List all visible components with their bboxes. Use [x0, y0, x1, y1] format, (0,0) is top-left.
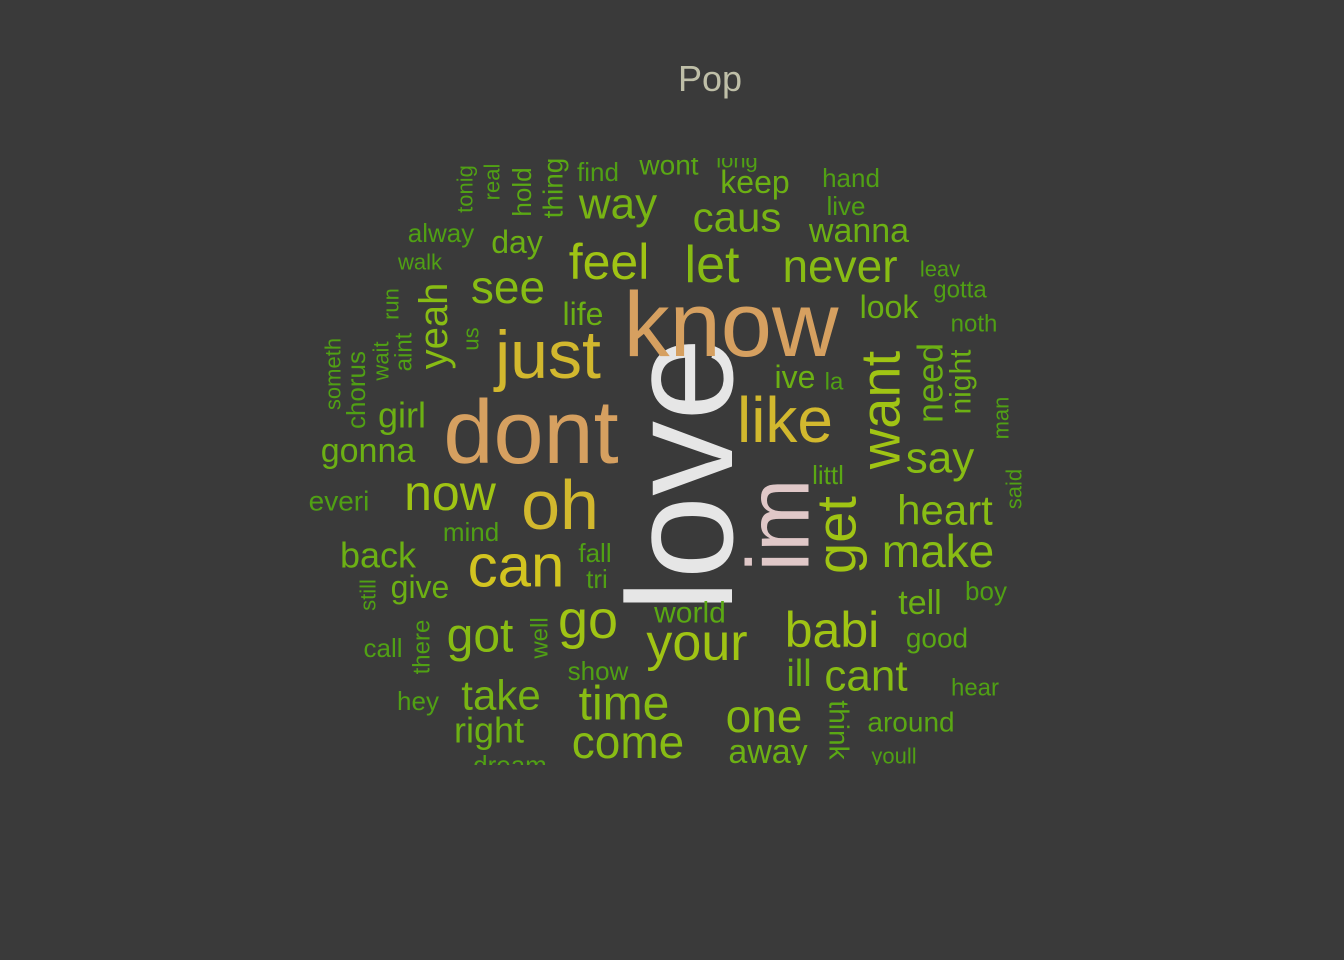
word-real: real [480, 164, 505, 201]
word-walk: walk [397, 250, 443, 275]
word-tell: tell [898, 584, 941, 622]
word-youll: youll [871, 744, 916, 769]
word-never: never [782, 240, 897, 292]
word-away: away [728, 733, 807, 771]
word-yeah: yeah [412, 283, 456, 370]
word-call: call [363, 633, 402, 663]
chart-title: Pop [677, 58, 743, 99]
word-aint: aint [391, 332, 418, 371]
word-oh: oh [521, 466, 599, 544]
word-still: still [356, 579, 381, 611]
word-fall: fall [578, 538, 611, 568]
word-time: time [579, 678, 670, 731]
word-say: say [906, 434, 974, 483]
word-hey: hey [397, 686, 439, 716]
word-world: world [653, 597, 726, 630]
word-dream: dream [473, 750, 547, 780]
word-night: night [945, 349, 978, 415]
word-gotta: gotta [933, 277, 987, 304]
word-love: love [596, 337, 764, 612]
word-everi: everi [309, 486, 370, 517]
word-know: know [624, 274, 839, 376]
word-let: let [685, 236, 740, 294]
word-tonig: tonig [453, 165, 478, 213]
word-around: around [867, 707, 954, 738]
word-show: show [568, 656, 629, 686]
word-back: back [340, 535, 417, 576]
word-take: take [461, 672, 540, 719]
word-someth: someth [321, 338, 346, 410]
word-find: find [577, 157, 619, 187]
word-gonna: gonna [321, 432, 416, 470]
word-ive: ive [775, 359, 816, 395]
word-go: go [558, 590, 618, 650]
word-ill: ill [786, 653, 811, 695]
word-day: day [491, 224, 543, 260]
word-way: way [578, 180, 657, 229]
word-la: la [825, 369, 844, 396]
word-one: one [726, 690, 803, 742]
word-get: get [805, 496, 868, 574]
word-wait: wait [369, 341, 394, 381]
word-want: want [849, 350, 912, 470]
word-live: live [826, 191, 865, 221]
word-leav: leav [920, 257, 960, 282]
word-said: said [1002, 469, 1027, 509]
word-tri: tri [586, 564, 608, 594]
word-long: long [716, 148, 758, 173]
word-feel: feel [569, 234, 650, 290]
word-littl: littl [812, 460, 844, 490]
word-look: look [860, 289, 920, 325]
word-keep: keep [720, 164, 789, 200]
word-chorus: chorus [341, 351, 371, 429]
word-there: there [409, 620, 436, 675]
word-us: us [459, 327, 484, 350]
word-wont: wont [638, 150, 698, 181]
word-now: now [404, 465, 497, 521]
word-hear: hear [951, 675, 999, 702]
word-caus: caus [693, 194, 782, 241]
word-just: just [493, 317, 601, 393]
word-well: well [527, 617, 554, 659]
word-right: right [454, 710, 524, 751]
word-boy: boy [965, 576, 1007, 606]
word-your: your [646, 614, 747, 672]
word-cant: cant [824, 652, 907, 701]
word-man: man [989, 397, 1014, 440]
word-mind: mind [443, 517, 499, 547]
word-life: life [563, 296, 604, 332]
word-heart: heart [897, 487, 993, 534]
word-im: im [729, 479, 828, 572]
word-can: can [468, 533, 565, 600]
word-give: give [391, 569, 450, 605]
word-alway: alway [408, 218, 474, 248]
word-see: see [471, 261, 545, 313]
word-hand: hand [822, 163, 880, 193]
word-dont: dont [443, 383, 618, 483]
word-hold: hold [507, 167, 537, 216]
word-make: make [882, 525, 994, 577]
word-like: like [737, 384, 833, 456]
word-wanna: wanna [808, 212, 909, 250]
word-think: think [824, 700, 855, 760]
word-babi: babi [785, 602, 880, 658]
word-need: need [910, 343, 951, 423]
word-come: come [572, 716, 684, 768]
word-got: got [447, 610, 514, 663]
word-noth: noth [951, 311, 998, 338]
word-good: good [906, 623, 968, 654]
word-thing: thing [538, 158, 569, 219]
word-run: run [379, 288, 404, 320]
word-girl: girl [378, 395, 426, 436]
